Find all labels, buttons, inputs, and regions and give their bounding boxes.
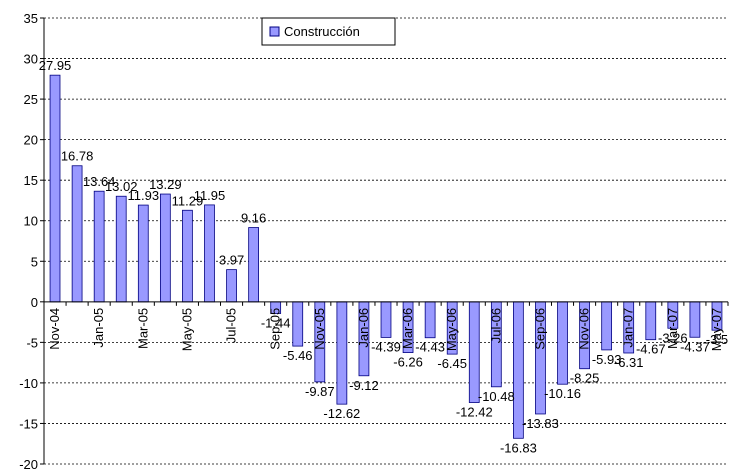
x-tick-label: Nov-05 [312,308,327,350]
y-tick-label: -10 [19,376,38,391]
data-label: 16.78 [61,149,94,164]
data-label: -4.37 [680,339,710,354]
data-label: 13.02 [105,179,138,194]
legend-swatch [269,26,280,37]
data-label: -4.39 [371,339,401,354]
bar-oct-05 [292,301,304,347]
data-label: -4.67 [636,342,666,357]
data-label: -8.25 [570,371,600,386]
bar-feb-05 [115,195,127,303]
bar-nov-04 [49,74,61,303]
data-label: -5.46 [283,348,313,363]
bar-oct-06 [557,301,568,385]
y-tick-label: 20 [24,133,38,148]
y-tick-label: 35 [24,11,38,26]
bar-apr-06 [424,301,436,339]
data-label: -12.42 [456,405,493,420]
data-label: 13.29 [149,177,182,192]
y-tick-label: 5 [31,254,38,269]
x-tick-label: Sep-05 [268,308,283,350]
bar-may-05 [182,209,193,303]
bar-aug-05 [248,227,259,303]
data-label: -9.12 [349,378,379,393]
data-label: -6.26 [393,355,423,370]
x-axis-ticks: Nov-04 Jan-05 Mar-05 May-05 Jul-05 Sep-05 Nov-… [43,301,729,351]
data-label: 27.95 [39,58,72,73]
bar-apr-07 [689,301,701,338]
data-label: 9.16 [241,211,266,226]
bar-jul-05 [226,269,237,303]
axes [43,18,728,464]
data-label: -5.93 [592,352,622,367]
bar-mar-05 [137,204,149,303]
y-tick-label: 0 [31,295,38,310]
bars [49,74,723,439]
data-label: -6.31 [614,355,644,370]
x-tick-label: Jan-06 [356,308,371,348]
data-label: -4.43 [415,340,445,355]
data-label: -6.45 [437,356,467,371]
x-tick-label: Mar-07 [665,308,680,349]
x-tick-label: Jul-06 [488,308,503,343]
data-label: 3.97 [219,253,244,268]
data-label: 13.64 [83,174,116,189]
x-tick-label: Jan-07 [621,308,636,348]
x-tick-label: Jul-05 [224,308,239,343]
bar-jan-05 [93,190,105,303]
bar-dec-05 [336,301,348,405]
bar-feb-07 [645,301,657,341]
bar-jun-06 [468,301,480,403]
bar-dec-04 [71,165,83,303]
data-label: -16.83 [500,440,537,455]
y-tick-label: 25 [24,92,38,107]
bar-apr-05 [159,193,171,303]
data-label: -1.44 [261,315,291,330]
data-label: 11.93 [128,188,160,203]
data-label: -9.87 [305,384,335,399]
y-tick-label: 30 [24,52,38,67]
data-label: -10.16 [544,386,581,401]
x-tick-label: Nov-04 [47,308,62,350]
data-label: 11.29 [172,193,204,208]
y-tick-label: 15 [24,173,38,188]
data-label: -13.83 [522,416,559,431]
x-tick-label: May-05 [179,308,194,351]
data-label: -12.62 [323,406,360,421]
y-tick-label: 10 [24,214,38,229]
x-tick-label: Nov-06 [577,308,592,350]
y-tick-label: -5 [26,335,38,350]
bar-jun-05 [204,204,215,303]
y-tick-label: -20 [19,457,38,471]
bar-feb-06 [380,301,392,338]
data-label: -3.26 [658,330,688,345]
x-tick-label: May-06 [444,308,459,351]
y-axis-ticks: -20 -15 -10 -5 0 5 10 15 20 25 30 35 [19,11,44,471]
x-tick-label: Mar-05 [135,308,150,349]
data-label: -10.48 [478,389,515,404]
x-tick-label: May-07 [709,308,724,351]
data-label: -3.5 [706,332,728,347]
bar-dec-06 [601,301,613,351]
y-tick-label: -15 [19,416,38,431]
data-label: 11.95 [194,188,226,203]
legend-label: Construcción [284,24,360,39]
legend: Construcción [261,17,396,46]
x-tick-label: Mar-06 [400,308,415,349]
gridlines [44,17,728,465]
x-tick-label: Sep-06 [532,308,547,350]
legend-box [261,17,396,46]
data-labels: 27.95 16.78 13.6413.0211.9313.2911.2911.95… [39,58,728,455]
x-tick-label: Jan-05 [91,308,106,348]
